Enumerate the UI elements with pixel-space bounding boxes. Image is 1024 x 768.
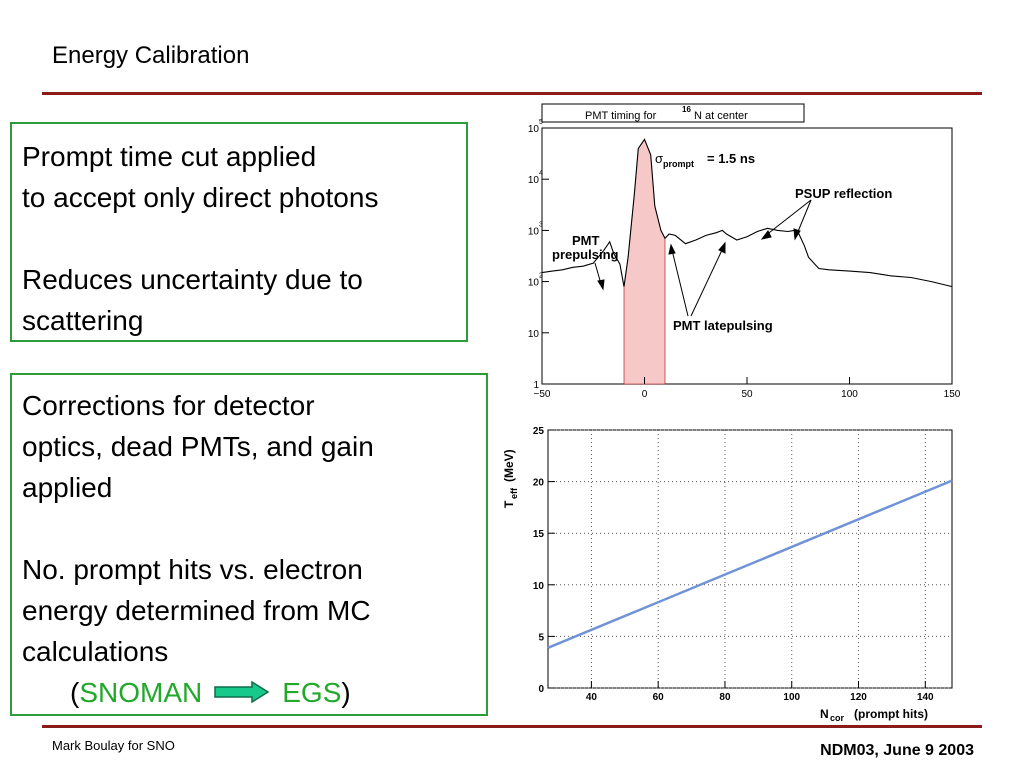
arrow-right-icon <box>214 680 270 704</box>
box1-line2: to accept only direct photons <box>22 182 379 213</box>
chart2-y-tick-label: 0 <box>538 684 544 695</box>
box1-line4: scattering <box>22 305 144 336</box>
chart1-y-tick-label: 10 <box>528 124 540 135</box>
chart2-xlabel-rest: (prompt hits) <box>854 707 928 721</box>
chart2-xlabel-main: N <box>820 707 829 721</box>
corrections-box: Corrections for detector optics, dead PM… <box>10 373 488 716</box>
chart2-y-tick-label: 20 <box>533 478 545 489</box>
snoman-label: SNOMAN <box>79 677 203 708</box>
chart2-frame <box>547 429 953 689</box>
chart1-x-tick-label: 50 <box>741 389 753 400</box>
chart2-x-tick-label: 120 <box>850 692 867 703</box>
chart1-y-tick-label: 10 <box>528 278 540 289</box>
chart2-x-tick-label: 140 <box>917 692 934 703</box>
chart2-x-tick-label: 40 <box>586 692 598 703</box>
open-paren: ( <box>70 677 80 708</box>
chart1-title-sup: 16 <box>682 105 691 114</box>
box2-line3: applied <box>22 472 113 503</box>
box2-line6: calculations <box>22 636 169 667</box>
calibration-fit-line <box>547 479 953 649</box>
sigma-value: = 1.5 ns <box>707 151 755 166</box>
chart1-title-pre: PMT timing for <box>585 110 657 122</box>
pmt-latepulsing-label: PMT latepulsing <box>673 318 773 333</box>
egs-label: EGS <box>282 677 342 708</box>
chart2-y-tick-label: 10 <box>533 581 545 592</box>
chart1-y-tick-label: 1 <box>533 380 539 391</box>
timing-histogram-series <box>541 138 953 288</box>
pmt-prepulsing-label-2: prepulsing <box>552 247 619 262</box>
chart1-y-tick-exponent: 3 <box>539 221 543 228</box>
prompt-window-shading <box>623 138 666 385</box>
chart1-x-tick-label: 0 <box>642 389 648 400</box>
box1-line3: Reduces uncertainty due to <box>22 264 363 295</box>
chart1-y-tick-label: 10 <box>528 329 540 340</box>
footer-conference: NDM03, June 9 2003 <box>820 742 974 759</box>
snoman-egs-line: (SNOMAN EGS) <box>22 672 476 713</box>
chart1-y-tick-label: 10 <box>528 175 540 186</box>
pmt-prepulsing-label-1: PMT <box>572 233 600 248</box>
prompt-cut-box: Prompt time cut applied to accept only d… <box>10 122 468 342</box>
box2-line2: optics, dead PMTs, and gain <box>22 431 374 462</box>
chart1-y-tick-label: 10 <box>528 226 540 237</box>
chart2-ylabel-main: T <box>502 500 516 508</box>
chart2-y-axis-label: T eff (MeV) <box>502 449 519 508</box>
chart1-x-tick-label: 150 <box>944 389 961 400</box>
close-paren: ) <box>341 677 351 708</box>
pmt-timing-chart: PMT timing for 16 N at center −50 0 50 100 1… <box>528 103 961 400</box>
chart1-title-post: N at center <box>694 110 748 122</box>
chart2-y-tick-label: 25 <box>533 426 545 437</box>
chart1-y-tick-exponent: 4 <box>539 170 543 177</box>
chart2-ylabel-rest: (MeV) <box>502 449 516 482</box>
chart1-y-tick-exponent: 2 <box>539 273 543 280</box>
title-rule <box>42 92 982 95</box>
chart2-y-tick-label: 15 <box>533 529 545 540</box>
chart2-x-tick-label: 60 <box>653 692 665 703</box>
chart2-xlabel-sub: cor <box>830 713 845 723</box>
chart1-x-tick-label: −50 <box>534 389 551 400</box>
slide-title: Energy Calibration <box>52 42 250 69</box>
box2-line5: energy determined from MC <box>22 595 371 626</box>
footer-author: Mark Boulay for SNO <box>52 738 175 753</box>
chart1-y-tick-exponent: 5 <box>539 119 543 126</box>
box2-line1: Corrections for detector <box>22 390 315 421</box>
chart2-y-tick-label: 5 <box>538 632 544 643</box>
chart2-x-tick-label: 100 <box>783 692 800 703</box>
box2-line4: No. prompt hits vs. electron <box>22 554 363 585</box>
psup-reflection-label: PSUP reflection <box>795 186 892 201</box>
chart2-x-tick-label: 80 <box>719 692 731 703</box>
sigma-subscript: prompt <box>663 159 694 169</box>
chart1-x-tick-label: 100 <box>841 389 858 400</box>
sigma-symbol: σ <box>655 151 663 166</box>
chart2-ylabel-sub: eff <box>509 487 519 499</box>
chart1-title-box <box>541 103 805 123</box>
box1-line1: Prompt time cut applied <box>22 141 317 172</box>
energy-calibration-chart: 40 60 80 100 120 140 25 20 15 10 5 0 T eff (MeV) N… <box>502 426 953 723</box>
footer-rule <box>42 725 982 728</box>
annotation-arrows <box>594 199 812 317</box>
